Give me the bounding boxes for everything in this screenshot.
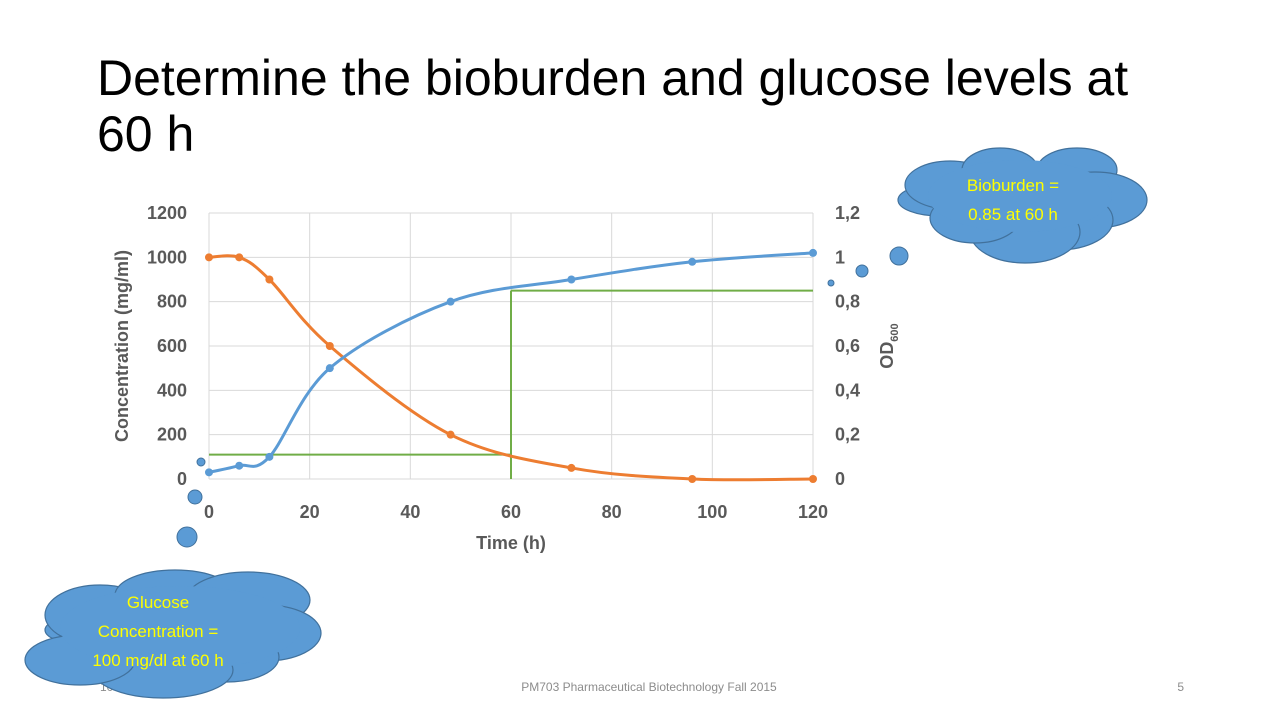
left-axis-label: Concentration (mg/ml) [112,250,132,442]
glucose-series-point [325,342,334,350]
od-series-point [265,452,274,461]
x-tick-label: 40 [400,502,420,522]
right-tick-label: 0,2 [835,425,860,445]
x-tick-label: 60 [501,502,521,522]
glucose-line-1: Glucose [126,593,190,612]
right-tick-label: 0,6 [835,336,860,356]
series-group [205,248,817,483]
od-series-point [325,364,334,373]
bioburden-bubble-small [827,279,835,287]
right-axis-label: OD600 [877,323,901,368]
x-tick-label: 120 [798,502,828,522]
od-series-point [205,468,213,477]
glucose-series-point [446,430,455,439]
glucose-line-2: Concentration = [97,622,219,641]
left-tick-label: 1200 [147,203,187,223]
left-tick-label: 800 [157,292,187,312]
glucose-series-point [205,253,213,262]
bioburden-line-1: Bioburden = [966,176,1060,195]
od-series-point [809,248,817,257]
od-series-point [567,275,576,284]
page-number: 5 [1177,680,1184,694]
x-tick-label: 100 [697,502,727,522]
left-tick-label: 200 [157,425,187,445]
right-axis-label-subscript: 600 [889,323,901,341]
glucose-line-3: 100 mg/dl at 60 h [92,651,224,670]
od-series-point [688,257,697,266]
bioburden-line-2: 0.85 at 60 h [968,205,1058,224]
glucose-series-point [688,475,697,483]
right-tick-label: 1,2 [835,203,860,223]
x-axis-label: Time (h) [476,533,546,553]
right-axis-label-main: OD [877,342,897,369]
x-tick-label: 0 [204,502,214,522]
x-tick-label: 20 [300,502,320,522]
right-axis-ticks: 0 0,2 0,4 0,6 0,8 1 1,2 [835,203,860,489]
bioburden-cloud [897,147,1148,264]
left-tick-label: 1000 [147,247,187,267]
left-tick-label: 400 [157,380,187,400]
glucose-bubble-large [176,526,198,548]
guide-lines [209,289,813,479]
bioburden-bubble-medium [855,264,869,278]
glucose-series-point [235,253,244,262]
od-series-point [235,461,244,470]
glucose-series-point [567,463,576,472]
right-tick-label: 1 [835,247,845,267]
glucose-series-line [208,254,814,482]
bioburden-bubble-large [889,246,909,266]
glucose-series-point [809,475,817,483]
slide-title: Determine the bioburden and glucose leve… [97,50,1129,162]
glucose-bubble-medium [187,489,203,505]
x-axis-ticks: 0 20 40 60 80 100 120 [204,502,828,522]
right-tick-label: 0,8 [835,292,860,312]
glucose-bubble-small [196,457,206,467]
x-tick-label: 80 [602,502,622,522]
left-tick-label: 0 [177,469,187,489]
od-series-point [446,297,455,306]
left-tick-label: 600 [157,336,187,356]
bioburden-callout-text: Bioburden = 0.85 at 60 h [928,171,1098,229]
glucose-cloud [24,569,322,699]
glucose-callout-text: Glucose Concentration = 100 mg/dl at 60 … [58,588,258,675]
glucose-series-point [265,275,274,284]
right-tick-label: 0,4 [835,380,860,400]
footer-course: PM703 Pharmaceutical Biotechnology Fall … [521,680,777,694]
right-tick-label: 0 [835,469,845,489]
left-axis-ticks: 0 200 400 600 800 1000 1200 [147,203,187,489]
thought-bubbles [176,246,909,548]
